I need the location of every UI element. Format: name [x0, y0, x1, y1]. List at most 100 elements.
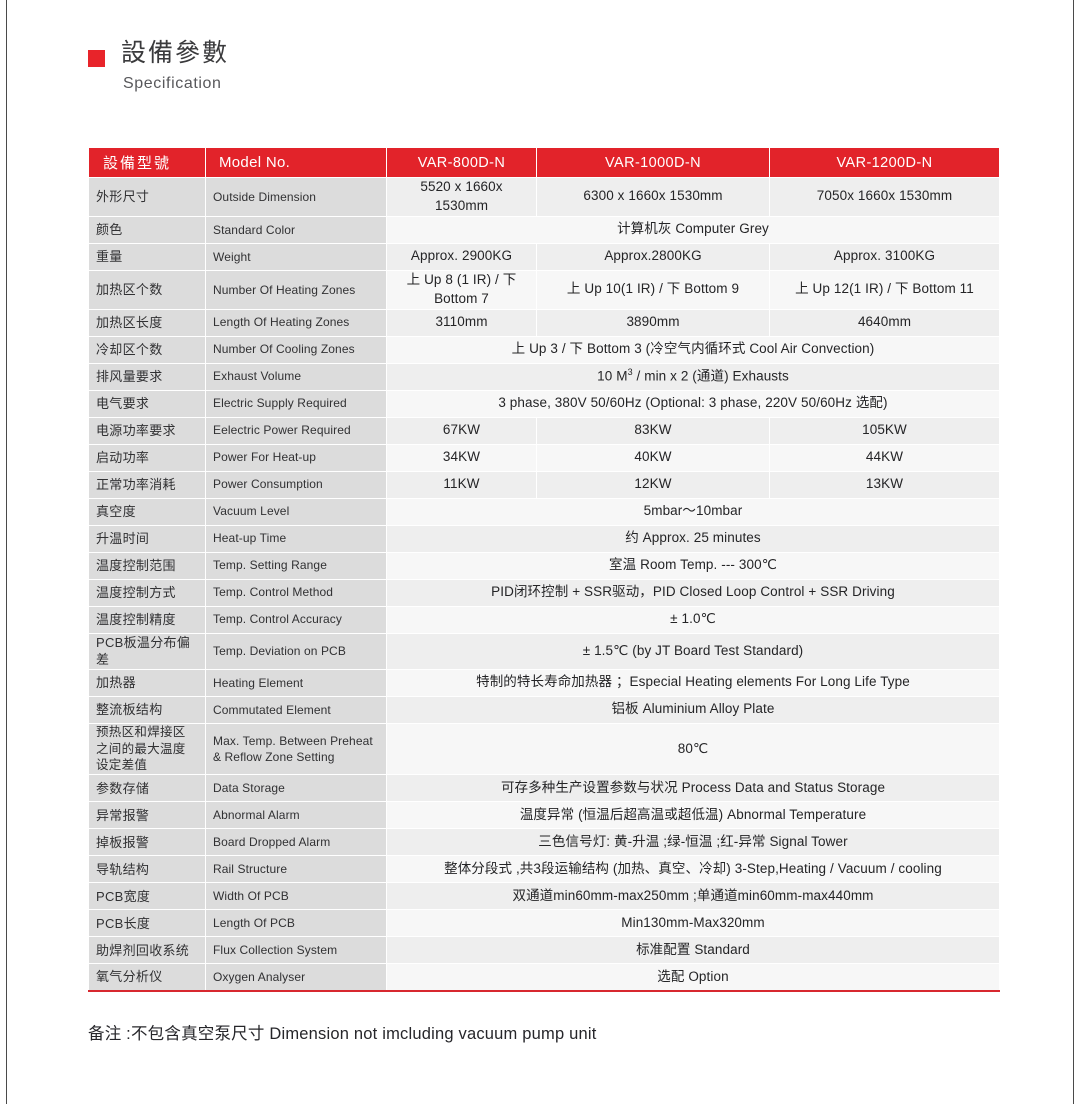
red-square-marker-icon	[88, 50, 105, 67]
row-label-cn: 正常功率消耗	[88, 470, 206, 499]
row-value-model-2: 12KW	[536, 470, 770, 499]
row-label-en: Oxygen Analyser	[205, 963, 387, 992]
section-heading: 設備參數 Specification	[88, 38, 229, 93]
row-label-cn: 外形尺寸	[88, 177, 206, 217]
row-label-en: Vacuum Level	[205, 497, 387, 526]
row-label-en: Commutated Element	[205, 695, 387, 724]
table-row: 电源功率要求 Eelectric Power Required 67KW 83KW 10…	[88, 416, 1000, 445]
row-label-cn: PCB板温分布偏差	[88, 632, 206, 670]
row-label-cn: 电气要求	[88, 389, 206, 418]
row-value-all-models: 计算机灰 Computer Grey	[386, 215, 1000, 244]
table-row: 掉板报警 Board Dropped Alarm 三色信号灯: 黄-升温 ;绿-恒温…	[88, 828, 1000, 857]
row-value-model-2: 40KW	[536, 443, 770, 472]
row-label-cn: 助焊剂回收系统	[88, 936, 206, 965]
page-border-left	[6, 0, 7, 1104]
row-value-all-models: Min130mm-Max320mm	[386, 909, 1000, 938]
page-border-right	[1073, 0, 1074, 1104]
row-label-en: Length Of Heating Zones	[205, 308, 387, 337]
row-label-en: Number Of Heating Zones	[205, 269, 387, 310]
row-value-all-models: 3 phase, 380V 50/60Hz (Optional: 3 phase…	[386, 389, 1000, 418]
row-value-all-models: 铝板 Aluminium Alloy Plate	[386, 695, 1000, 724]
row-label-cn: 加热器	[88, 668, 206, 697]
heading-texts: 設備參數 Specification	[121, 38, 229, 93]
row-value-model-1: 5520 x 1660x 1530mm	[386, 177, 537, 217]
row-label-cn: 排风量要求	[88, 362, 206, 391]
table-row: 整流板结构 Commutated Element 铝板 Aluminium Allo…	[88, 695, 1000, 724]
row-value-model-3: 7050x 1660x 1530mm	[769, 177, 1000, 217]
row-label-cn: 预热区和焊接区之间的最大温度设定差值	[88, 722, 206, 776]
table-row: PCB板温分布偏差 Temp. Deviation on PCB ± 1.5℃ (b…	[88, 632, 1000, 670]
row-value-model-3: Approx. 3100KG	[769, 242, 1000, 271]
table-row: 加热器 Heating Element 特制的特长寿命加热器 ；Especial H…	[88, 668, 1000, 697]
row-value-model-3: 44KW	[769, 443, 1000, 472]
table-row: 启动功率 Power For Heat-up 34KW 40KW 44KW	[88, 443, 1000, 472]
row-value-all-models: ± 1.5℃ (by JT Board Test Standard)	[386, 632, 1000, 670]
specification-table: 設備型號 Model No. VAR-800D-N VAR-1000D-N VA…	[88, 147, 1000, 992]
row-label-en: Heat-up Time	[205, 524, 387, 553]
table-row: 真空度 Vacuum Level 5mbar～10mbar	[88, 497, 1000, 526]
row-label-cn: 整流板结构	[88, 695, 206, 724]
superscript-exponent: 3	[627, 367, 633, 378]
table-row: 冷却区个数 Number Of Cooling Zones 上 Up 3 / 下 B…	[88, 335, 1000, 364]
header-label-en: Model No.	[205, 147, 387, 178]
row-label-en: Temp. Control Accuracy	[205, 605, 387, 634]
row-label-en: Width Of PCB	[205, 882, 387, 911]
row-value-model-3: 13KW	[769, 470, 1000, 499]
row-value-model-1: 34KW	[386, 443, 537, 472]
header-model-1: VAR-800D-N	[386, 147, 537, 178]
row-label-cn: 启动功率	[88, 443, 206, 472]
row-value-model-1: 11KW	[386, 470, 537, 499]
row-label-en: Outside Dimension	[205, 177, 387, 217]
table-row: 温度控制范围 Temp. Setting Range 室温 Room Temp. -…	[88, 551, 1000, 580]
table-row: PCB长度 Length Of PCB Min130mm-Max320mm	[88, 909, 1000, 938]
row-label-cn: 氧气分析仪	[88, 963, 206, 992]
row-label-en: Weight	[205, 242, 387, 271]
row-value-model-2: 83KW	[536, 416, 770, 445]
table-row: 重量 Weight Approx. 2900KG Approx.2800KG Appro…	[88, 242, 1000, 271]
table-row: 氧气分析仪 Oxygen Analyser 选配 Option	[88, 963, 1000, 992]
table-row: 导轨结构 Rail Structure 整体分段式 ,共3段运输结构 (加热、真空、…	[88, 855, 1000, 884]
row-value-model-2: Approx.2800KG	[536, 242, 770, 271]
row-label-en: Exhaust Volume	[205, 362, 387, 391]
row-value-model-3: 4640mm	[769, 308, 1000, 337]
row-value-all-models: 10 M3 / min x 2 (通道) Exhausts	[386, 362, 1000, 391]
table-header-row: 設備型號 Model No. VAR-800D-N VAR-1000D-N VA…	[88, 147, 1000, 178]
row-value-all-models: 室温 Room Temp. --- 300℃	[386, 551, 1000, 580]
row-label-cn: PCB长度	[88, 909, 206, 938]
table-row: 外形尺寸 Outside Dimension 5520 x 1660x 1530mm…	[88, 177, 1000, 217]
row-value-model-2: 上 Up 10(1 IR) / 下 Bottom 9	[536, 269, 770, 310]
table-row: 温度控制方式 Temp. Control Method PID闭环控制 + SSR驱…	[88, 578, 1000, 607]
row-value-model-1: 3110mm	[386, 308, 537, 337]
row-value-all-models: 特制的特长寿命加热器 ；Especial Heating elements Fo…	[386, 668, 1000, 697]
row-label-en: Temp. Deviation on PCB	[205, 632, 387, 670]
page-title-en: Specification	[123, 75, 222, 93]
row-value-all-models: PID闭环控制 + SSR驱动，PID Closed Loop Control …	[386, 578, 1000, 607]
footnote: 备注 :不包含真空泵尺寸 Dimension not imcluding vac…	[88, 1025, 597, 1043]
row-value-all-models: 80℃	[386, 722, 1000, 776]
row-label-cn: 加热区长度	[88, 308, 206, 337]
table-row: 电气要求 Electric Supply Required 3 phase, 380…	[88, 389, 1000, 418]
table-row: 排风量要求 Exhaust Volume 10 M3 / min x 2 (通道) …	[88, 362, 1000, 391]
row-value-all-models: ± 1.0℃	[386, 605, 1000, 634]
row-label-en: Board Dropped Alarm	[205, 828, 387, 857]
table-row: 升温时间 Heat-up Time 约 Approx. 25 minutes	[88, 524, 1000, 553]
table-row: 正常功率消耗 Power Consumption 11KW 12KW 13KW	[88, 470, 1000, 499]
header-model-3: VAR-1200D-N	[769, 147, 1000, 178]
row-value-all-models: 三色信号灯: 黄-升温 ;绿-恒温 ;红-异常 Signal Tower	[386, 828, 1000, 857]
row-value-model-3: 上 Up 12(1 IR) / 下 Bottom 11	[769, 269, 1000, 310]
row-value-all-models: 双通道min60mm-max250mm ;单通道min60mm-max440mm	[386, 882, 1000, 911]
row-value-all-models: 整体分段式 ,共3段运输结构 (加热、真空、冷却) 3-Step,Heating…	[386, 855, 1000, 884]
row-label-en: Heating Element	[205, 668, 387, 697]
row-label-en: Electric Supply Required	[205, 389, 387, 418]
row-value-model-2: 6300 x 1660x 1530mm	[536, 177, 770, 217]
row-label-cn: 导轨结构	[88, 855, 206, 884]
row-label-en: Number Of Cooling Zones	[205, 335, 387, 364]
row-value-model-3: 105KW	[769, 416, 1000, 445]
row-value-all-models: 温度异常 (恒温后超高温或超低温) Abnormal Temperature	[386, 801, 1000, 830]
row-label-cn: 掉板报警	[88, 828, 206, 857]
row-value-all-models: 选配 Option	[386, 963, 1000, 992]
row-value-all-models: 标准配置 Standard	[386, 936, 1000, 965]
table-row: 异常报警 Abnormal Alarm 温度异常 (恒温后超高温或超低温) Abno…	[88, 801, 1000, 830]
table-row: 加热区长度 Length Of Heating Zones 3110mm 3890mm…	[88, 308, 1000, 337]
